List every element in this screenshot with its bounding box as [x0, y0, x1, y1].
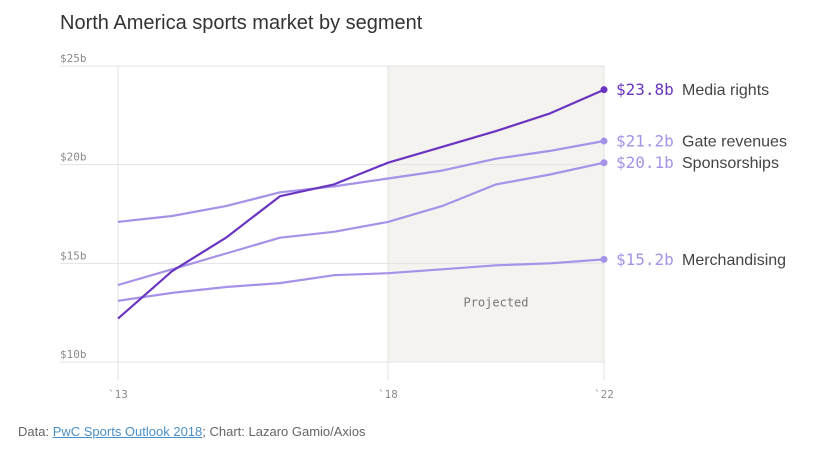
footer-prefix: Data: — [18, 424, 53, 439]
x-tick-label: `22 — [594, 388, 614, 401]
series-line — [117, 258, 605, 302]
series-end-value: $21.2b — [616, 131, 674, 150]
series-endpoint — [600, 86, 608, 94]
y-tick-label: $20b — [60, 151, 87, 164]
y-tick-label: $15b — [60, 249, 87, 262]
series-name-label: Media rights — [682, 82, 769, 99]
source-footer: Data: PwC Sports Outlook 2018; Chart: La… — [18, 424, 366, 439]
series-line — [117, 139, 605, 223]
series-end-value: $20.1b — [616, 153, 674, 172]
series-name-label: Gate revenues — [682, 133, 787, 150]
series-endpoint — [600, 159, 608, 167]
series-line — [117, 88, 605, 320]
series-end-value: $23.8b — [616, 80, 674, 99]
series-name-label: Merchandising — [682, 252, 786, 269]
series-name-label: Sponsorships — [682, 155, 779, 172]
chart-title: North America sports market by segment — [60, 12, 423, 34]
source-link[interactable]: PwC Sports Outlook 2018 — [52, 424, 203, 439]
y-tick-label: $10b — [60, 348, 87, 361]
series-line — [117, 161, 605, 287]
series-endpoint — [600, 137, 608, 145]
projected-region — [388, 66, 604, 362]
x-tick-label: `13 — [108, 388, 128, 401]
series-end-value: $15.2b — [616, 250, 674, 269]
x-tick-label: `18 — [378, 388, 398, 401]
projected-label: Projected — [463, 296, 528, 310]
series-endpoint — [600, 255, 608, 263]
y-tick-label: $25b — [60, 52, 87, 65]
footer-suffix: ; Chart: Lazaro Gamio/Axios — [202, 424, 366, 439]
